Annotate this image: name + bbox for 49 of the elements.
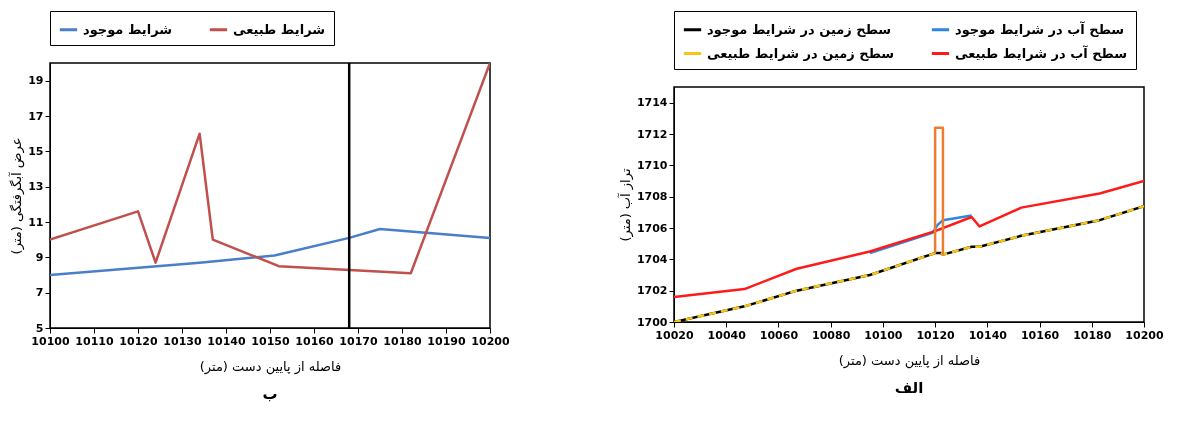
- x-tick-label: 10120: [119, 334, 158, 348]
- y-tick-label: 1710: [636, 158, 668, 172]
- x-tick-label: 10120: [916, 328, 956, 342]
- x-tick-label: 10180: [383, 334, 422, 348]
- y-tick-label: 1708: [636, 190, 668, 204]
- x-tick-label: 10060: [759, 328, 799, 342]
- legend-label: سطح آب در شرایط موجود: [955, 20, 1125, 37]
- x-tick-label: 10140: [968, 328, 1008, 342]
- y-tick-label: 7: [35, 286, 44, 300]
- legend-label: شرایط موجود: [83, 21, 173, 37]
- x-tick-label: 10160: [1020, 328, 1060, 342]
- legend-label: شرایط طبیعی: [233, 21, 326, 37]
- x-tick-label: 10190: [427, 334, 466, 348]
- legend-label: سطح آب در شرایط طبیعی: [955, 44, 1128, 61]
- x-tick-label: 10020: [655, 328, 694, 342]
- text: ب: [262, 385, 278, 403]
- y-tick-label: 1712: [636, 127, 668, 141]
- y-tick-label: 5: [35, 321, 44, 335]
- x-tick-label: 10160: [295, 334, 334, 348]
- y-tick-label: 1706: [636, 221, 668, 235]
- x-tick-label: 10200: [471, 334, 510, 348]
- x-axis-title: فاصله از پایین دست (متر): [199, 358, 342, 375]
- y-tick-label: 19: [28, 74, 44, 88]
- x-tick-label: 10140: [207, 334, 246, 348]
- x-tick-label: 10080: [812, 328, 851, 342]
- y-axis-title: تراز آب (متر): [616, 168, 634, 242]
- y-tick-label: 1700: [636, 315, 668, 329]
- x-tick-label: 10180: [1073, 328, 1112, 342]
- x-tick-label: 10100: [864, 328, 903, 342]
- y-tick-label: 13: [28, 180, 44, 194]
- x-tick-label: 10170: [339, 334, 378, 348]
- x-axis-title: فاصله از پایین دست (متر): [838, 352, 981, 369]
- x-tick-label: 10130: [163, 334, 202, 348]
- y-tick-label: 1714: [636, 96, 668, 110]
- x-tick-label: 10150: [251, 334, 290, 348]
- legend-label: سطح زمین در شرایط موجود: [707, 21, 892, 37]
- y-tick-label: 11: [28, 215, 44, 229]
- y-axis-title: عرض آبگرفتگی (متر): [8, 137, 26, 255]
- x-tick-label: 10040: [707, 328, 747, 342]
- y-tick-label: 1702: [636, 284, 668, 298]
- y-tick-label: 17: [28, 109, 44, 123]
- y-tick-label: 1704: [636, 252, 668, 266]
- y-tick-label: 9: [35, 250, 44, 264]
- text: الف: [894, 379, 924, 397]
- x-tick-label: 10200: [1125, 328, 1164, 342]
- legend-label: سطح زمین در شرایط طبیعی: [707, 45, 895, 61]
- y-tick-label: 15: [28, 144, 44, 158]
- x-tick-label: 10100: [31, 334, 70, 348]
- x-tick-label: 10110: [75, 334, 114, 348]
